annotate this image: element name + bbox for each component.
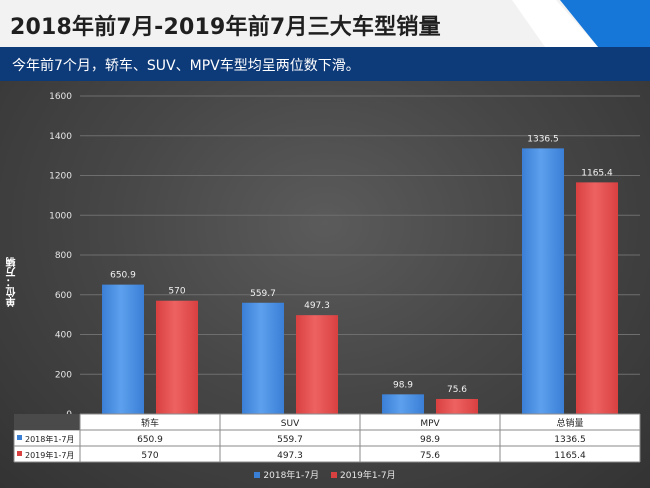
bar [156,300,198,414]
x-category-label: 总销量 [556,417,583,429]
header-bar: 2018年前7月-2019年前7月三大车型销量 [0,0,650,81]
table-series-swatch [17,435,22,440]
legend-label: 2019年1-7月 [340,471,396,481]
table-cell: 650.9 [137,435,163,445]
table-corner [14,414,80,430]
data-label: 559.7 [250,289,276,299]
legend-swatch [331,472,337,478]
legend-swatch [254,472,261,478]
legend-label: 2018年1-7月 [263,471,319,481]
subtitle-bar: 今年前7个月，轿车、SUV、MPV车型均呈两位数下滑。 [0,47,650,81]
table-cell: 1165.4 [554,451,586,461]
data-table [14,414,640,462]
y-axis-label: 单位：万辆 [7,257,18,307]
y-tick-label: 1600 [49,92,72,102]
table-cell: 570 [141,451,158,461]
table-cell: 1336.5 [554,435,586,445]
y-tick-label: 800 [55,251,72,261]
data-label: 497.3 [304,301,330,311]
bar [436,398,478,414]
data-label: 1165.4 [581,168,613,178]
x-category-label: 轿车 [141,417,159,429]
chart-area: 02004006008001000120014001600650.9570559… [0,81,650,488]
x-category-label: MPV [420,419,440,429]
table-series-swatch [17,451,22,456]
page-title: 2018年前7月-2019年前7月三大车型销量 [10,15,441,40]
bar [382,394,424,414]
data-label: 75.6 [447,385,467,395]
y-tick-label: 400 [55,331,72,341]
data-label: 98.9 [393,380,413,390]
bar [576,182,618,414]
data-label: 1336.5 [527,134,559,144]
y-tick-label: 1000 [49,211,72,221]
bar [102,284,144,414]
bar [242,302,284,414]
table-cell: 75.6 [420,451,440,461]
legend-item: 2018年1-7月 [254,468,319,481]
data-label: 570 [168,287,185,297]
x-category-label: SUV [281,419,300,429]
y-tick-label: 600 [55,291,72,301]
legend-item: 2019年1-7月 [331,468,396,481]
subtitle-text: 今年前7个月，轿车、SUV、MPV车型均呈两位数下滑。 [12,58,360,74]
table-cell: 98.9 [420,435,440,445]
bar-chart: 02004006008001000120014001600650.9570559… [13,92,641,463]
table-cell: 497.3 [277,451,303,461]
y-tick-label: 200 [55,370,72,380]
y-tick-label: 1200 [49,172,72,182]
table-series-name: 2019年1-7月 [25,450,74,460]
table-series-name: 2018年1-7月 [25,434,74,444]
chart-legend: 2018年1-7月 2019年1-7月 [0,468,650,481]
bar [522,148,564,414]
bar [296,315,338,414]
y-tick-label: 1400 [49,132,72,142]
data-label: 650.9 [110,271,136,281]
table-cell: 559.7 [277,435,303,445]
